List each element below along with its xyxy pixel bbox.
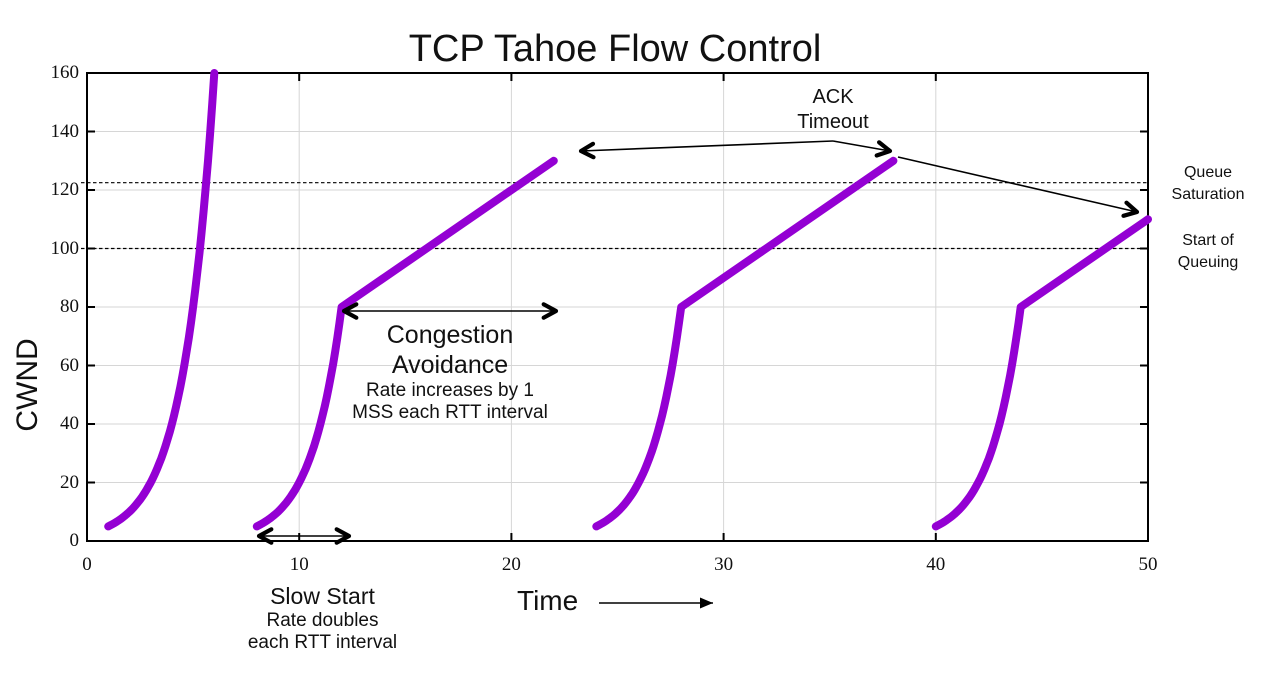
cwnd-curve-cycle-2 (252, 156, 558, 531)
queue-saturation-line1: Queue (1183, 164, 1233, 181)
slow-start-span-arrow-head (256, 527, 274, 545)
time-direction-arrow-head (700, 597, 713, 609)
queue-saturation-label: Queue Saturation (1156, 162, 1260, 206)
congestion-avoidance-line2: Avoidance (391, 351, 509, 379)
congestion-avoidance-span-arrow-head (341, 302, 359, 320)
x-tick-label-30: 30 (714, 554, 734, 575)
congestion-avoidance-line1: Congestion (386, 321, 514, 349)
cwnd-curve-cycle-3 (592, 156, 898, 531)
start-of-queuing-line1: Start of (1182, 232, 1234, 249)
y-tick-label-60: 60 (60, 354, 79, 376)
y-tick-label-0: 0 (69, 530, 80, 551)
ack-timeout-to-cycle3-arrow (832, 140, 891, 152)
ack-timeout-to-cycle2-arrow (580, 140, 834, 152)
congestion-avoidance-span-arrow-head (541, 302, 559, 320)
ack-timeout-label: ACK Timeout (763, 85, 903, 135)
y-tick-label-160: 160 (50, 62, 80, 83)
x-tick-label-0: 0 (82, 554, 92, 575)
y-tick-label-20: 20 (60, 471, 79, 493)
chart-title: TCP Tahoe Flow Control (408, 28, 822, 70)
y-tick-label-80: 80 (60, 296, 79, 317)
ack-timeout-line2: Timeout (797, 111, 869, 133)
x-tick-label-50: 50 (1138, 554, 1158, 575)
x-tick-label-10: 10 (289, 554, 309, 575)
congestion-avoidance-label: Congestion Avoidance Rate increases by 1… (330, 320, 570, 424)
x-tick-label-40: 40 (926, 554, 946, 575)
slow-start-span-arrow-head (334, 527, 352, 545)
congestion-avoidance-caption2: MSS each RTT interval (352, 402, 548, 423)
cwnd-curve-cycle-1-slow-start-only (104, 69, 219, 531)
start-of-queuing-label: Start of Queuing (1156, 230, 1260, 274)
y-tick-label-100: 100 (50, 237, 80, 259)
ack-timeout-to-cycle4-arrow-head (1121, 200, 1140, 218)
slow-start-caption2: each RTT interval (247, 632, 398, 653)
x-axis-label: Time (517, 585, 579, 616)
x-tick-label-20: 20 (501, 554, 521, 575)
y-tick-label-140: 140 (50, 120, 80, 142)
queue-saturation-line2: Saturation (1171, 186, 1245, 203)
ack-timeout-to-cycle2-arrow-head (578, 141, 596, 160)
slow-start-line1: Slow Start (270, 583, 375, 609)
ack-timeout-to-cycle4-arrow (897, 156, 1138, 213)
y-tick-label-40: 40 (60, 413, 79, 434)
cwnd-curve-cycle-4 (931, 215, 1152, 531)
slow-start-label: Slow Start Rate doubles each RTT interva… (230, 583, 415, 654)
ack-timeout-to-cycle3-arrow-head (874, 140, 893, 158)
ack-timeout-line1: ACK (812, 86, 854, 108)
start-of-queuing-line2: Queuing (1177, 254, 1239, 271)
slow-start-caption1: Rate doubles (266, 610, 379, 631)
congestion-avoidance-caption1: Rate increases by 1 (366, 380, 534, 401)
y-tick-label-120: 120 (50, 179, 80, 200)
